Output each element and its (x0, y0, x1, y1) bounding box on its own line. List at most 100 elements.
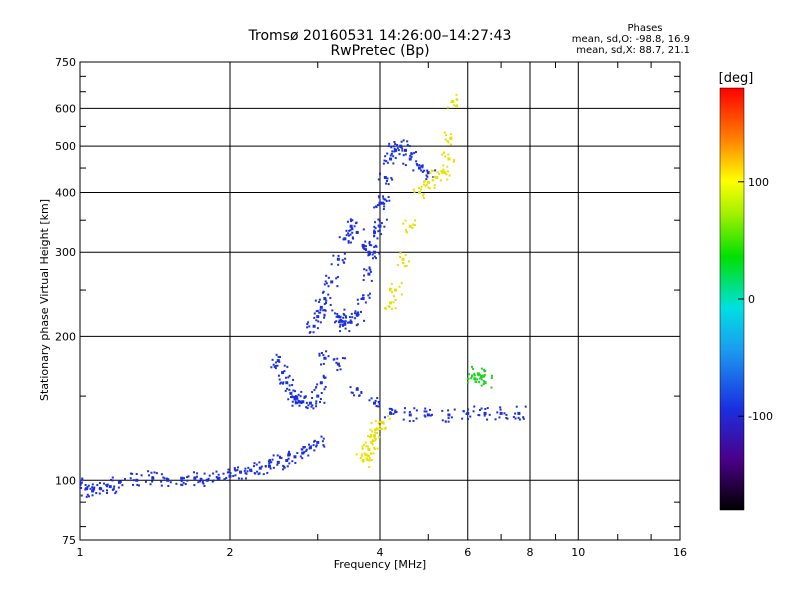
data-point-scatter (81, 477, 84, 480)
data-point-scatter (398, 285, 401, 288)
data-point-scatter (310, 405, 313, 408)
data-point-scatter (276, 364, 279, 367)
data-point-scatter (344, 320, 347, 323)
data-point-scatter (321, 440, 324, 443)
data-point-scatter (347, 241, 350, 244)
data-point (408, 157, 412, 161)
data-point-scatter (408, 411, 411, 414)
data-point-scatter (287, 457, 290, 460)
data-point-scatter (338, 236, 341, 239)
data-point-scatter (357, 313, 360, 316)
data-point-scatter (370, 279, 373, 282)
data-point-scatter (364, 301, 367, 304)
data-point-scatter (482, 380, 485, 383)
data-point-scatter (327, 293, 330, 296)
data-point-scatter (412, 188, 415, 191)
data-point-scatter (106, 489, 109, 492)
data-point-scatter (400, 146, 403, 149)
data-point-scatter (432, 176, 435, 179)
data-point-scatter (342, 312, 345, 315)
data-point-scatter (360, 310, 363, 313)
data-point-scatter (343, 252, 346, 255)
data-point-scatter (102, 489, 105, 492)
data-point-scatter (440, 179, 443, 182)
data-point-scatter (294, 402, 297, 405)
data-point-scatter (155, 472, 158, 475)
data-point-scatter (186, 479, 189, 482)
data-point-scatter (420, 185, 423, 188)
data-point-scatter (388, 417, 391, 420)
data-point-scatter (87, 495, 90, 498)
data-point-scatter (473, 405, 476, 408)
data-point-scatter (129, 472, 132, 475)
data-point-scatter (373, 225, 376, 228)
data-point-scatter (93, 486, 96, 489)
data-point-scatter (308, 325, 311, 328)
data-point-scatter (323, 303, 326, 306)
data-point-scatter (412, 419, 415, 422)
data-point-scatter (425, 178, 428, 181)
data-point-scatter (349, 233, 352, 236)
data-point (205, 478, 209, 482)
data-point-scatter (338, 319, 341, 322)
data-point-scatter (468, 373, 471, 376)
data-point-scatter (384, 307, 387, 310)
data-point-scatter (287, 376, 290, 379)
data-point (343, 237, 347, 241)
data-point-scatter (385, 199, 388, 202)
data-point (403, 148, 407, 152)
data-point-scatter (384, 427, 387, 430)
data-point-scatter (434, 169, 437, 172)
data-point-scatter (339, 316, 342, 319)
data-point-scatter (515, 405, 518, 408)
data-point-scatter (455, 93, 458, 96)
data-point-scatter (490, 374, 493, 377)
data-point-scatter (363, 443, 366, 446)
data-point-scatter (234, 469, 237, 472)
data-point-scatter (455, 104, 458, 107)
data-point-scatter (276, 463, 279, 466)
data-point-scatter (349, 229, 352, 232)
data-point-scatter (356, 314, 359, 317)
data-point-scatter (498, 416, 501, 419)
data-point-scatter (306, 407, 309, 410)
data-point-scatter (307, 404, 310, 407)
data-point (336, 362, 340, 366)
data-point-scatter (365, 457, 368, 460)
data-point-scatter (322, 290, 325, 293)
data-point-scatter (332, 254, 335, 257)
data-point-scatter (372, 440, 375, 443)
data-point-scatter (165, 477, 168, 480)
data-point-scatter (379, 173, 382, 176)
data-point-scatter (408, 420, 411, 423)
data-point-scatter (431, 179, 434, 182)
data-point-scatter (297, 399, 300, 402)
data-point-scatter (378, 225, 381, 228)
data-point-scatter (160, 484, 163, 487)
data-point-scatter (402, 154, 405, 157)
data-point-scatter (186, 476, 189, 479)
data-point-scatter (392, 162, 395, 165)
data-point-scatter (341, 323, 344, 326)
data-point-scatter (404, 219, 407, 222)
data-point-scatter (391, 408, 394, 411)
data-point (117, 480, 121, 484)
grid-lines (80, 62, 680, 540)
data-point-scatter (105, 484, 108, 487)
data-point-scatter (351, 219, 354, 222)
data-point-scatter (424, 407, 427, 410)
data-point-scatter (393, 140, 396, 143)
data-point-scatter (390, 308, 393, 311)
data-point-scatter (482, 375, 485, 378)
data-point-scatter (389, 288, 392, 291)
data-point (258, 466, 262, 470)
data-point-scatter (368, 459, 371, 462)
data-point-scatter (320, 435, 323, 438)
data-point (517, 411, 521, 415)
data-point-scatter (136, 483, 139, 486)
data-point-scatter (303, 395, 306, 398)
data-point-scatter (309, 330, 312, 333)
data-point-scatter (313, 316, 316, 319)
data-point-scatter (455, 98, 458, 101)
data-point-scatter (486, 418, 489, 421)
